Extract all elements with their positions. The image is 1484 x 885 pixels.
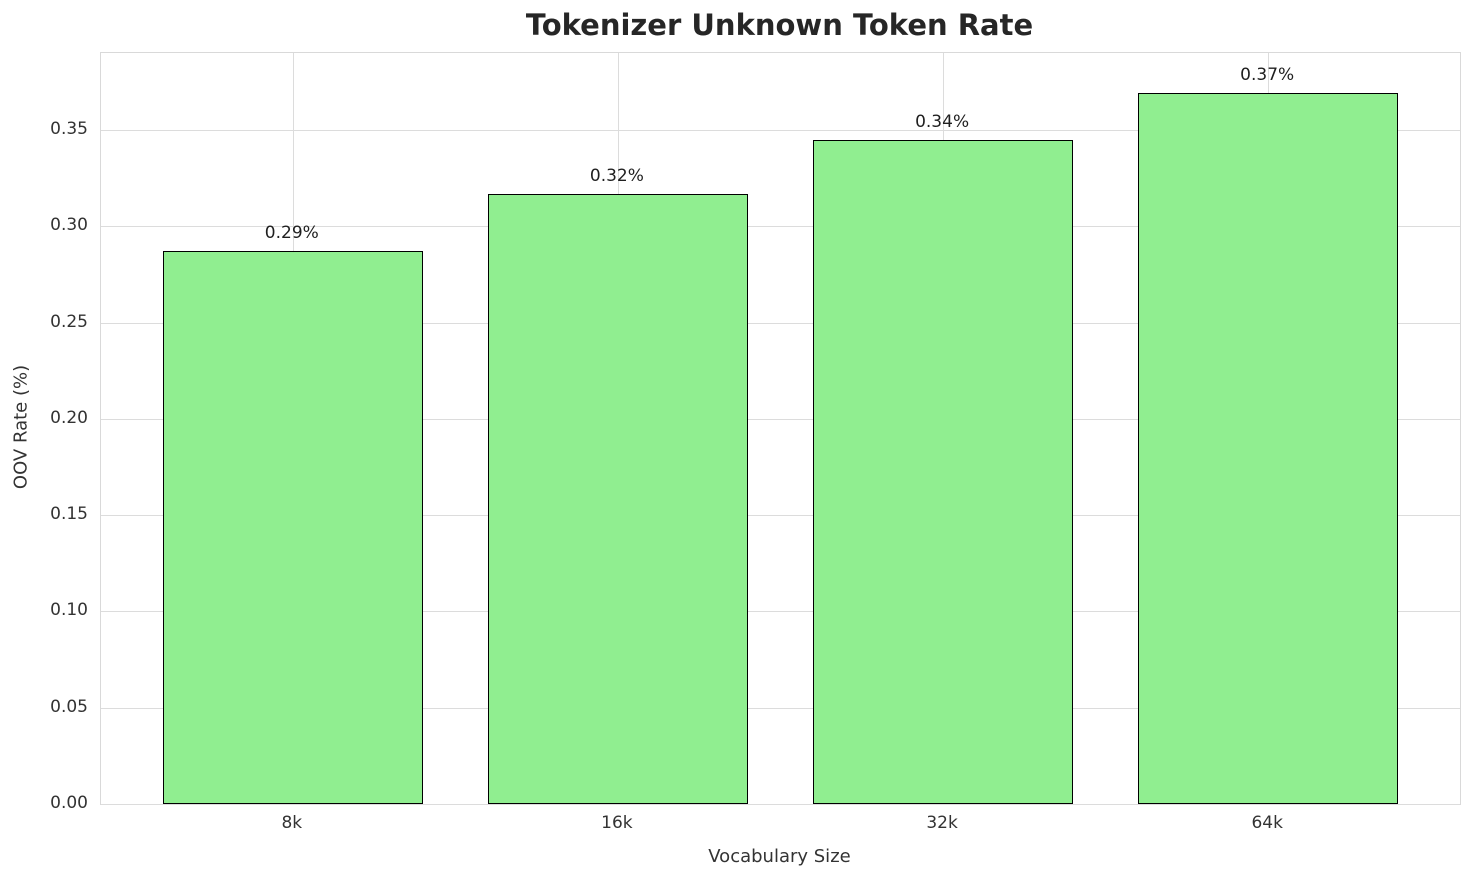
chart-title: Tokenizer Unknown Token Rate <box>525 8 1034 42</box>
h-gridline <box>101 418 1460 420</box>
h-gridline <box>101 130 1460 131</box>
bar <box>1138 93 1399 804</box>
bar-value-label: 0.37% <box>1240 65 1295 86</box>
y-tick-label: 0.15 <box>50 504 88 525</box>
x-axis-label: Vocabulary Size <box>708 846 851 867</box>
bar <box>487 193 748 804</box>
y-tick-label: 0.35 <box>50 119 88 139</box>
y-tick-label: 0.05 <box>50 696 88 717</box>
y-tick-label: 0.30 <box>50 215 88 236</box>
h-gridline <box>101 804 1460 805</box>
plot-area <box>100 52 1461 805</box>
h-gridline <box>101 515 1460 517</box>
h-gridline <box>101 322 1460 324</box>
y-tick-label: 0.00 <box>50 793 88 813</box>
x-tick-label: 8k <box>281 813 303 833</box>
h-gridline <box>101 611 1460 613</box>
x-tick-label: 64k <box>1251 813 1283 833</box>
x-tick-label: 32k <box>926 813 958 833</box>
y-tick-label: 0.25 <box>50 311 88 332</box>
y-tick-label: 0.20 <box>50 407 88 428</box>
bar-value-label: 0.34% <box>915 111 970 132</box>
bar <box>162 251 423 804</box>
bar <box>813 139 1074 804</box>
bar-value-label: 0.29% <box>264 223 319 244</box>
bar-value-label: 0.32% <box>589 165 644 186</box>
h-gridline <box>101 226 1460 228</box>
y-tick-label: 0.10 <box>50 600 88 621</box>
x-tick-label: 16k <box>601 813 633 833</box>
h-gridline <box>101 707 1460 709</box>
